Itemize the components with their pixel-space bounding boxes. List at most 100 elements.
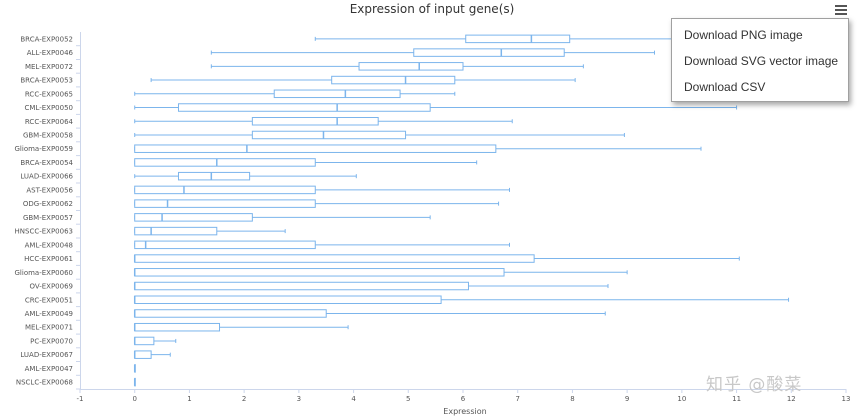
category-label: LUAD-EXP0067 — [20, 351, 73, 359]
box-iqr-rect — [134, 322, 221, 332]
box-item[interactable] — [134, 130, 625, 140]
category-label: BRCA-EXP0052 — [20, 35, 73, 43]
category-label: GBM-EXP0058 — [23, 131, 73, 139]
category-label: CRC-EXP0051 — [25, 296, 73, 304]
box-iqr-rect — [177, 103, 431, 112]
x-axis-title: Expression — [443, 407, 486, 416]
category-label: NSCLC-EXP0068 — [16, 379, 73, 387]
box-item[interactable] — [133, 322, 349, 332]
category-label: AML-EXP0047 — [25, 365, 73, 373]
x-tick-label: 1 — [187, 395, 191, 403]
box-iqr-rect — [465, 34, 571, 44]
category-label: ODG-EXP0062 — [23, 200, 73, 208]
box-iqr-rect — [177, 171, 251, 181]
box-item[interactable] — [134, 144, 702, 153]
box-item[interactable] — [314, 34, 688, 44]
x-tick-label: 11 — [732, 395, 741, 403]
x-tick-label: 3 — [297, 395, 301, 403]
box-item[interactable] — [134, 117, 513, 126]
category-label: BRCA-EXP0054 — [20, 159, 73, 167]
x-tick-label: 10 — [677, 395, 686, 403]
box-item[interactable] — [133, 336, 177, 346]
watermark-text: 知乎 @酸菜 — [706, 375, 803, 395]
chart-title: Expression of input gene(s) — [350, 2, 515, 16]
box-iqr-rect — [134, 213, 253, 222]
x-tick-label: 9 — [625, 395, 629, 403]
category-label: OV-EXP0069 — [29, 283, 73, 291]
box-item[interactable] — [134, 103, 738, 112]
x-axis-ticks: -1 0 1 2 3 4 5 6 7 8 9 10 11 12 13 — [77, 389, 850, 403]
box-item[interactable] — [210, 62, 584, 71]
box-iqr-rect — [413, 48, 565, 57]
x-tick-label: 8 — [570, 395, 574, 403]
x-tick-label: 12 — [787, 395, 796, 403]
category-label: BRCA-EXP0053 — [20, 77, 73, 85]
box-item[interactable] — [134, 89, 456, 99]
box-item[interactable] — [133, 268, 628, 277]
box-item[interactable] — [134, 171, 357, 181]
x-tick-label: 6 — [461, 395, 466, 403]
category-label: ALL-EXP0046 — [27, 49, 74, 57]
category-label: Glioma-EXP0059 — [15, 145, 74, 153]
box-item[interactable] — [210, 48, 655, 57]
box-item[interactable] — [133, 295, 790, 304]
box-item[interactable] — [133, 309, 606, 318]
box-item[interactable] — [133, 350, 171, 359]
category-label: HNSCC-EXP0063 — [15, 228, 74, 236]
box-iqr-rect — [134, 240, 316, 250]
category-label: AST-EXP0056 — [26, 186, 73, 194]
x-tick-label: 2 — [242, 395, 246, 403]
category-label: CML-EXP0050 — [25, 104, 73, 112]
box-item[interactable] — [133, 254, 740, 263]
box-iqr-rect — [134, 226, 218, 236]
box-item[interactable] — [150, 75, 576, 85]
box-item[interactable] — [134, 158, 478, 167]
box-item[interactable] — [134, 213, 431, 222]
category-label: AML-EXP0048 — [25, 241, 73, 249]
category-label: Glioma-EXP0060 — [15, 269, 74, 277]
x-tick-label: 5 — [406, 395, 410, 403]
box-item[interactable] — [134, 199, 500, 208]
download-png-item[interactable]: Download PNG image — [684, 28, 803, 42]
category-label: PC-EXP0070 — [30, 337, 73, 345]
export-menu: Download PNG image Download SVG vector i… — [671, 18, 849, 102]
box-iqr-rect — [358, 62, 464, 71]
category-label: HCC-EXP0061 — [24, 255, 73, 263]
box-iqr-rect — [134, 309, 327, 318]
category-labels: BRCA-EXP0052 ALL-EXP0046 MEL-EXP0072 BRCA-E… — [15, 35, 80, 390]
box-iqr-rect — [134, 254, 535, 263]
category-label: RCC-EXP0065 — [25, 90, 73, 98]
box-iqr-rect — [273, 89, 401, 99]
download-svg-item[interactable]: Download SVG vector image — [684, 54, 839, 68]
box-item[interactable] — [134, 240, 511, 250]
box-iqr-rect — [251, 117, 379, 126]
box-iqr-rect — [134, 336, 155, 346]
x-tick-label: 7 — [515, 395, 519, 403]
box-iqr-rect — [134, 350, 152, 359]
box-iqr-rect — [134, 144, 497, 153]
box-iqr-rect — [134, 158, 316, 167]
category-label: MEL-EXP0071 — [25, 324, 73, 332]
chart-context-menu-button[interactable] — [834, 3, 848, 17]
x-tick-label: 4 — [351, 395, 356, 403]
box-iqr-rect — [134, 199, 316, 208]
box-iqr-rect — [134, 185, 316, 195]
box-item[interactable] — [133, 364, 136, 373]
box-item[interactable] — [133, 377, 136, 387]
box-iqr-rect — [251, 130, 407, 140]
box-iqr-rect — [134, 281, 469, 291]
category-label: GBM-EXP0057 — [23, 214, 73, 222]
category-label: RCC-EXP0064 — [25, 118, 74, 126]
box-item[interactable] — [134, 226, 286, 236]
box-item[interactable] — [133, 281, 609, 291]
category-label: LUAD-EXP0066 — [20, 173, 73, 181]
download-csv-item[interactable]: Download CSV — [684, 80, 766, 94]
box-iqr-rect — [331, 75, 456, 85]
box-iqr-rect — [134, 268, 505, 277]
box-item[interactable] — [134, 185, 511, 195]
x-tick-label: 0 — [132, 395, 136, 403]
box-series — [133, 34, 790, 387]
box-iqr-rect — [134, 295, 442, 304]
category-label: MEL-EXP0072 — [25, 63, 73, 71]
